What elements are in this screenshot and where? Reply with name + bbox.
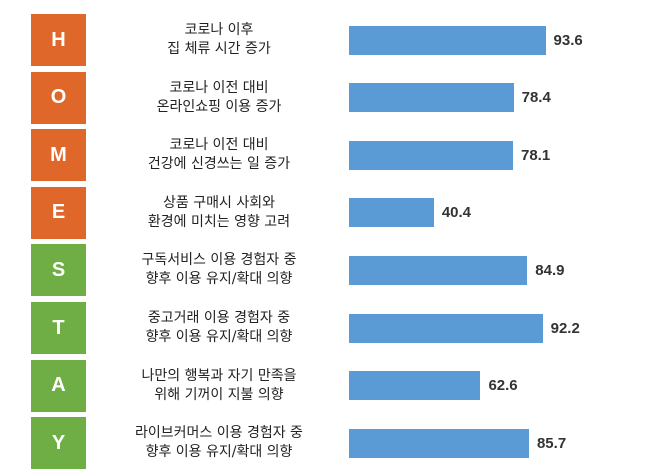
letter-box-y: Y <box>30 416 87 471</box>
value-label: 92.2 <box>550 319 580 337</box>
value-label: 78.1 <box>521 146 551 164</box>
value-label: 62.6 <box>488 377 518 395</box>
bar <box>349 428 529 458</box>
category-label-line: 향후 이용 유지/확대 의향 <box>145 329 293 345</box>
bar <box>349 140 513 170</box>
category-label-line: 향후 이용 유지/확대 의향 <box>145 271 293 288</box>
letter-box-m: M <box>30 128 87 183</box>
bar <box>349 313 543 343</box>
bar <box>349 198 434 228</box>
category-label-line: 건강에 신경쓰는 일 증가 <box>147 156 291 173</box>
category-label-line: 코로나 이후 <box>184 22 254 38</box>
value-label: 93.6 <box>553 31 583 49</box>
category-label-line: 향후 이용 유지/확대 의향 <box>145 444 293 461</box>
category-label-line: 코로나 이전 대비 <box>169 137 269 154</box>
letter-box-a: A <box>30 358 87 413</box>
bar <box>349 371 481 401</box>
category-label-line: 온라인쇼핑 이용 증가 <box>156 98 282 115</box>
value-label: 85.7 <box>536 434 567 452</box>
category-label-line: 환경에 미치는 영향 고려 <box>147 213 291 230</box>
letter-box-t: T <box>30 301 87 355</box>
letter-box-h: H <box>30 13 87 67</box>
bar <box>349 25 546 55</box>
bar <box>349 83 514 113</box>
category-label-line: 구독서비스 이용 경험자 중 <box>141 252 297 269</box>
category-label-line: 집 체류 시간 증가 <box>167 41 271 57</box>
category-label-line: 중고거래 이용 경험자 중 <box>147 310 291 326</box>
bar <box>349 255 528 285</box>
category-label-line: 나만의 행복과 자기 만족을 <box>141 367 297 384</box>
value-label: 40.4 <box>441 204 472 222</box>
value-label: 78.4 <box>521 89 551 107</box>
category-label-line: 상품 구매시 사회와 <box>163 194 275 211</box>
category-label-line: 코로나 이전 대비 <box>169 79 269 96</box>
category-label-line: 라이브커머스 이용 경험자 중 <box>135 425 303 442</box>
letter-box-o: O <box>30 70 87 125</box>
category-label-line: 위해 기꺼이 지불 의향 <box>154 386 284 403</box>
letter-box-s: S <box>30 243 87 298</box>
value-label: 84.9 <box>535 261 565 279</box>
letter-box-e: E <box>30 185 87 240</box>
